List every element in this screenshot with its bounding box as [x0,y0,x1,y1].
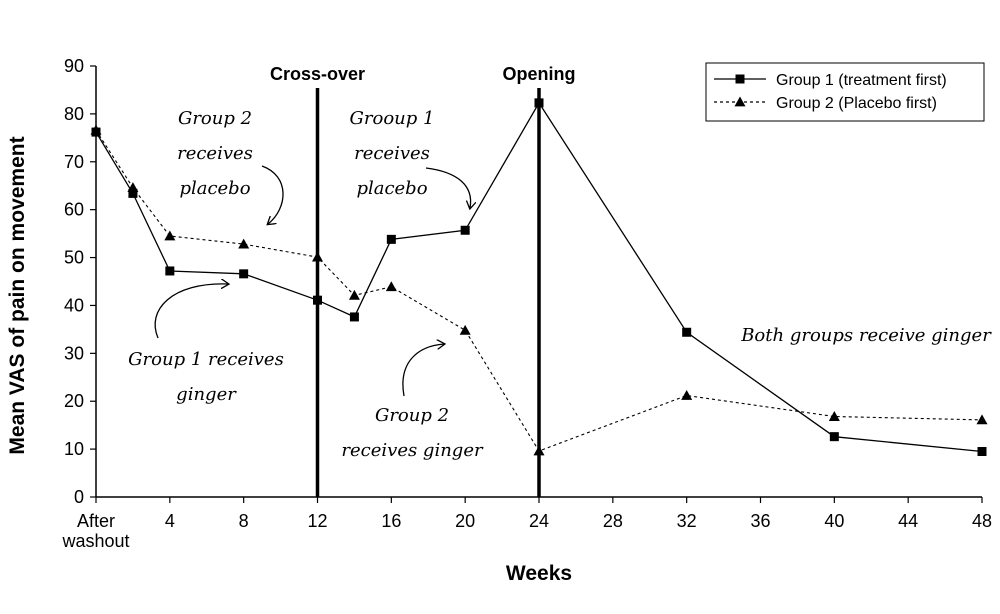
legend-entry: Group 2 (Placebo first) [776,95,937,112]
legend: Group 1 (treatment first) Group 2 (Placeb… [705,62,985,122]
x-tick-label: 36 [750,511,770,531]
data-point-triangle [164,230,176,241]
data-point-triangle [734,96,746,107]
x-tick-label: 40 [824,511,844,531]
annotation-text: placebo [179,178,250,199]
data-point-square [165,266,175,276]
data-point-square [386,234,396,244]
y-tick-label: 60 [64,200,84,220]
data-point-triangle [127,182,139,193]
annotation-text: Group 1 receives [128,349,284,370]
data-point-triangle [681,389,693,400]
y-tick-label: 20 [64,391,84,411]
x-tick-label: 8 [239,511,249,531]
x-tick-label: 44 [898,511,918,531]
annotation-arrow [402,344,444,397]
data-point-square [239,269,249,279]
data-point-triangle [238,238,250,249]
annotation-text: placebo [356,178,427,199]
data-point-square [829,432,839,442]
series-layer [90,98,988,457]
y-tick-label: 10 [64,439,84,459]
x-tick-label: 48 [972,511,992,531]
vertical-line-label: Opening [503,64,576,84]
y-tick-label: 0 [74,487,84,507]
series-line-2 [95,129,983,452]
y-axis-title: Mean VAS of pain on movement [6,136,29,454]
y-tick-label: 80 [64,104,84,124]
vertical-lines-layer: Cross-over Opening [270,64,576,497]
data-point-triangle [459,324,471,335]
annotation-text: Group 2 [375,405,449,426]
y-tick-label: 30 [64,343,84,363]
annotation-text: Both groups receive ginger [740,325,992,346]
x-tick-label: washout [61,531,129,551]
data-point-triangle [348,289,360,300]
data-point-triangle [90,124,102,135]
annotations-layer: Group 2 receives placebo Grooup 1 receives pl… [128,108,992,461]
annotation-text: receives [177,143,253,164]
annotation-text: Grooup 1 [350,108,435,129]
annotation-arrow [261,165,284,224]
y-tick-label: 70 [64,152,84,172]
x-axis-title: Weeks [506,562,572,585]
y-tick-label: 50 [64,248,84,268]
data-point-square [977,447,987,457]
x-tick-label: 4 [165,511,175,531]
x-tick-label: 24 [529,511,549,531]
x-tick-label: After [77,511,115,531]
annotation-text: Group 2 [178,108,252,129]
data-point-triangle [828,411,840,421]
data-point-square [460,225,470,235]
y-tick-label: 40 [64,295,84,315]
annotation-arrow [154,284,228,339]
data-point-square [735,74,745,84]
data-point-triangle [385,281,397,292]
x-tick-label: 32 [677,511,697,531]
annotation-text: ginger [176,384,237,405]
x-tick-label: 12 [307,511,327,531]
data-point-triangle [533,445,545,456]
legend-box [705,62,985,122]
x-tick-label: 16 [381,511,401,531]
data-point-triangle [312,251,323,262]
data-point-square [128,188,138,198]
annotation-text: receives [354,143,430,164]
data-point-square [313,295,322,305]
data-point-square [682,327,692,337]
x-tick-label: 28 [603,511,623,531]
legend-entry: Group 1 (treatment first) [776,72,947,89]
y-tick-label: 90 [64,56,84,76]
x-tick-label: 20 [455,511,475,531]
data-point-square [534,98,544,108]
vertical-line-label: Cross-over [270,64,365,84]
data-point-square [349,312,359,322]
data-point-triangle [976,414,988,425]
annotation-text: receives ginger [341,440,484,461]
annotation-arrow [425,167,471,208]
series-line-1 [95,101,983,453]
